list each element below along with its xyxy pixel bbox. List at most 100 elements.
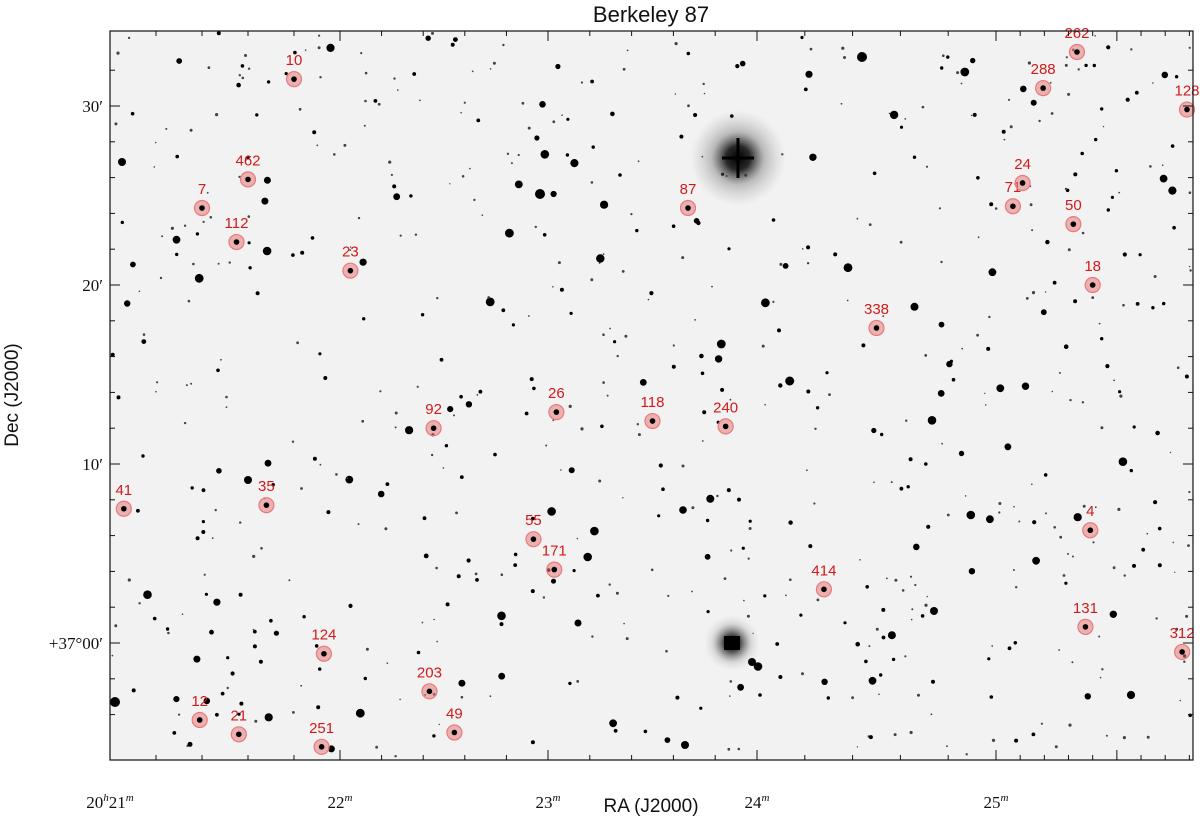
field-star [190, 486, 194, 490]
field-star [761, 344, 765, 348]
field-star [735, 64, 740, 69]
field-star [1188, 191, 1192, 194]
marked-star: 251 [309, 720, 334, 755]
star-id-label: 262 [1064, 25, 1089, 42]
field-star [302, 615, 306, 619]
field-star [1064, 581, 1068, 585]
field-star [466, 558, 471, 563]
field-star [552, 286, 554, 288]
field-star [894, 578, 898, 582]
field-star [183, 421, 187, 425]
field-star [716, 494, 719, 498]
field-star [453, 414, 455, 417]
field-star [729, 398, 732, 401]
marked-star: 50 [1065, 197, 1082, 233]
field-star [814, 427, 817, 430]
field-star [805, 70, 813, 78]
marked-star: 55 [525, 512, 542, 548]
field-star [455, 511, 458, 515]
star-id-label: 131 [1073, 600, 1098, 617]
field-star [175, 154, 179, 159]
star-core [430, 425, 437, 432]
star-core [426, 688, 433, 695]
field-star [293, 50, 297, 55]
field-star [349, 249, 352, 252]
field-star [1084, 693, 1092, 700]
field-star [131, 688, 136, 693]
marked-star: 7 [193, 181, 211, 217]
field-star [517, 153, 520, 157]
field-star [172, 731, 177, 735]
field-star [925, 165, 929, 168]
field-star [1040, 309, 1047, 316]
field-star [1110, 195, 1114, 199]
field-star [1003, 138, 1006, 141]
field-star [436, 296, 439, 300]
field-star [946, 360, 953, 368]
field-star [942, 54, 945, 57]
field-star [758, 693, 762, 697]
field-star [657, 514, 661, 518]
field-star [300, 684, 303, 687]
chart-title: Berkeley 87 [593, 2, 709, 27]
field-star [1067, 248, 1071, 252]
field-star [203, 573, 206, 576]
field-star [1153, 500, 1158, 505]
field-star [568, 467, 575, 474]
field-star [691, 506, 695, 510]
field-star [524, 411, 529, 416]
field-star [165, 627, 170, 631]
field-star [209, 629, 214, 635]
field-star [1063, 344, 1069, 350]
field-star [365, 647, 369, 651]
marked-star: 462 [235, 152, 261, 188]
field-star [606, 394, 609, 397]
field-star [241, 76, 245, 80]
field-star [531, 516, 535, 521]
field-star [590, 79, 594, 84]
field-star [613, 340, 617, 344]
field-star [192, 262, 195, 266]
field-star [1179, 699, 1182, 702]
field-star [240, 64, 245, 68]
field-star [1073, 513, 1082, 522]
field-star [937, 390, 945, 397]
marked-star: 4 [1082, 503, 1099, 539]
field-star [1129, 468, 1134, 473]
bright-star-halos [690, 110, 786, 671]
field-star [1080, 151, 1084, 156]
x-axis-title: RA (J2000) [603, 796, 698, 817]
field-star [384, 527, 388, 531]
field-star [800, 35, 804, 40]
star-core [263, 502, 270, 508]
field-star [864, 659, 868, 664]
field-star [513, 552, 518, 557]
field-star [238, 592, 243, 597]
marked-star: 171 [542, 543, 567, 578]
field-star [775, 642, 780, 646]
field-star [608, 583, 611, 586]
field-star [1157, 563, 1162, 568]
field-star [551, 578, 556, 584]
field-star [154, 141, 157, 144]
field-star [931, 679, 935, 684]
field-star [681, 256, 685, 260]
field-star [263, 176, 271, 184]
field-star [761, 298, 770, 308]
field-star [905, 419, 908, 422]
field-star [412, 72, 417, 76]
field-star [1021, 382, 1030, 390]
field-star [1012, 569, 1015, 571]
field-star [310, 236, 315, 240]
field-star [658, 463, 663, 468]
field-star [187, 299, 191, 303]
field-star [555, 63, 561, 70]
field-star [596, 593, 600, 598]
y-tick-label: 10′ [82, 455, 103, 474]
field-star [513, 563, 518, 567]
field-star [1102, 125, 1105, 128]
field-star [213, 598, 221, 606]
field-star [349, 246, 352, 248]
field-star [264, 459, 272, 467]
field-star [187, 741, 193, 747]
